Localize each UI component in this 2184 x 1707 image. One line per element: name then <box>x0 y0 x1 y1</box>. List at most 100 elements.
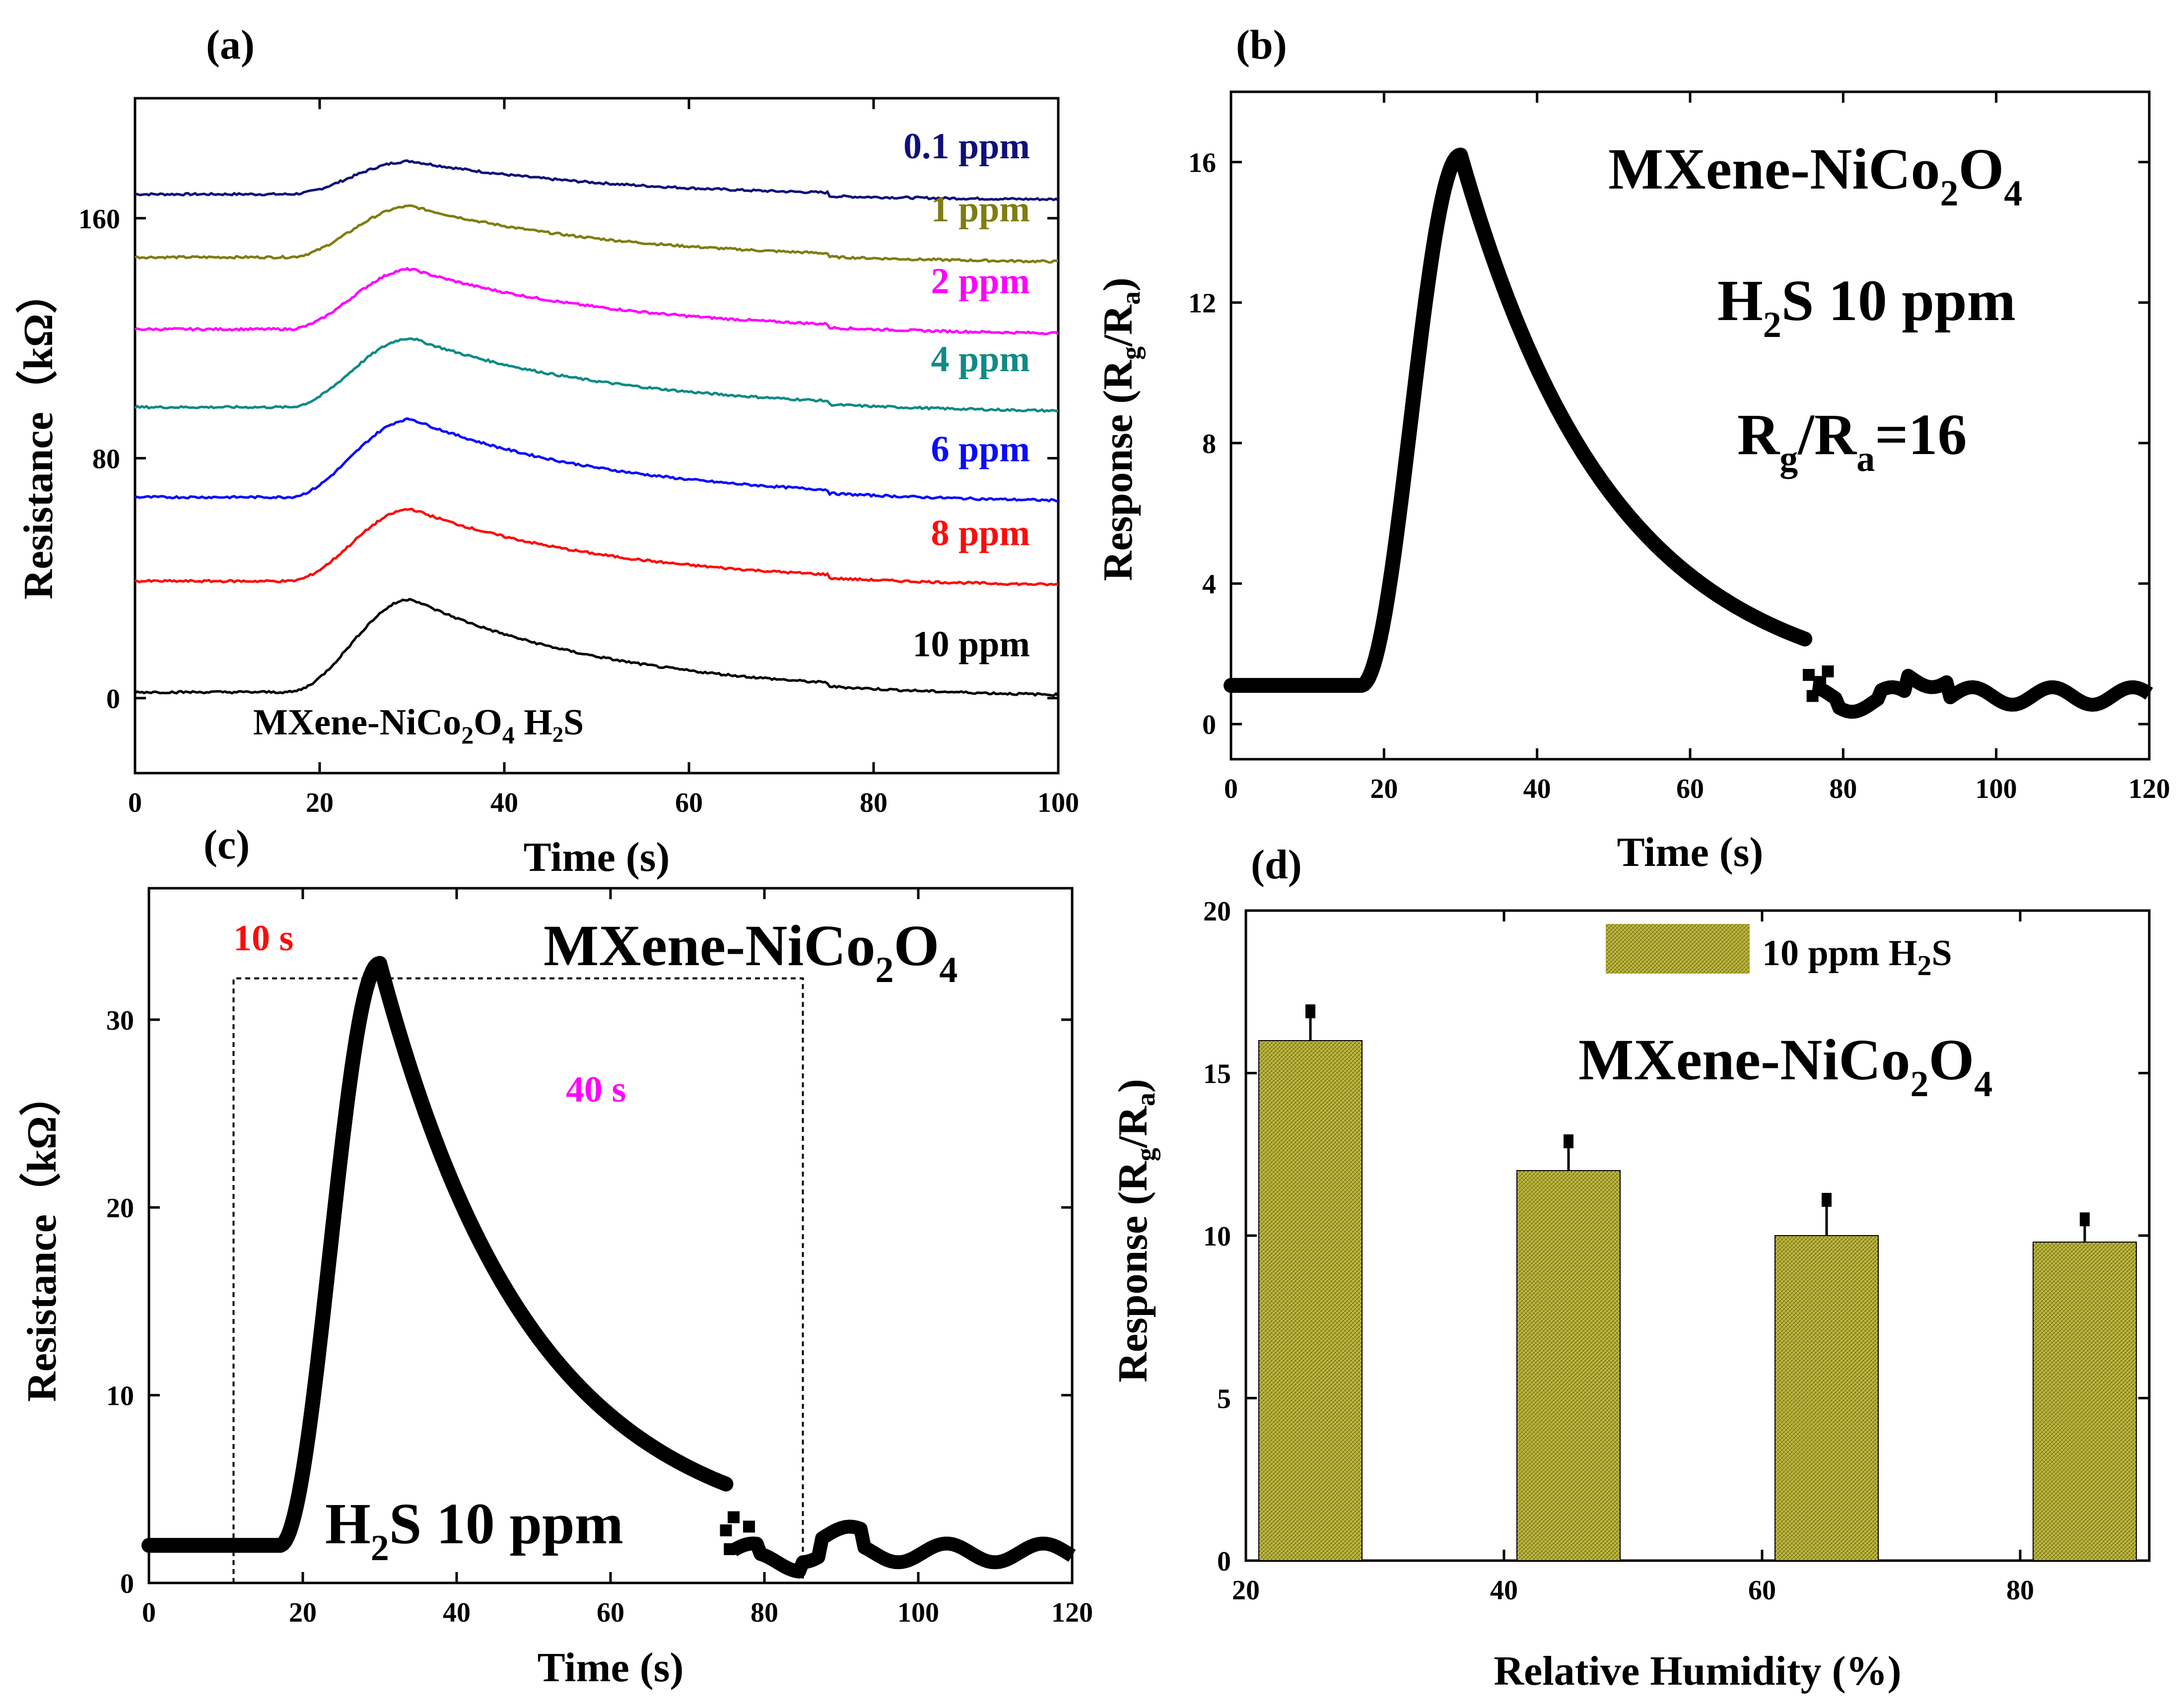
panel-d: (d) 20 40 60 80 0 5 10 15 20 Relative Humidity (… <box>1110 842 2151 1694</box>
panel-b-ylabel: Response (Rg/Ra) <box>1095 277 1146 581</box>
panel-b-ratio: Rg/Ra=16 <box>1737 402 1967 479</box>
panel-b-gas: H2S 10 ppm <box>1717 268 2016 345</box>
panel-b: (b) 0 20 40 60 80 100 120 0 4 8 12 16 Time (s) Resp… <box>1095 22 2170 875</box>
panel-d-label: (d) <box>1251 842 1302 888</box>
series-label-10-ppm: 10 ppm <box>913 624 1030 664</box>
panel-a-ytick-label: 160 <box>78 204 120 235</box>
panel-a-ytick-label: 80 <box>92 444 120 474</box>
panel-b-ticks: 0 20 40 60 80 100 120 0 4 8 12 16 <box>1188 92 2170 804</box>
recovery-time-box <box>380 977 804 1583</box>
panel-b-response-curve <box>1224 147 1813 693</box>
panel-b-ytick-label: 8 <box>1202 429 1216 460</box>
panel-a-xtick-label: 0 <box>128 788 142 818</box>
panel-b-xtick-label: 0 <box>1224 774 1238 804</box>
series-line-8-ppm <box>135 507 1059 587</box>
series-label-1-ppm: 1 ppm <box>931 189 1030 230</box>
panel-c-ytick-label: 10 <box>106 1381 134 1412</box>
panel-b-ytick-label: 0 <box>1202 710 1216 740</box>
series-line-2-ppm <box>135 267 1059 335</box>
panel-c-xtick-label: 0 <box>142 1597 156 1628</box>
panel-a-xtick-label: 20 <box>306 788 334 818</box>
panel-d-ticks: 20 40 60 80 0 5 10 15 20 <box>1203 896 2149 1606</box>
panel-b-xtick-label: 20 <box>1370 774 1398 804</box>
panel-d-ytick-label: 0 <box>1217 1546 1231 1577</box>
panel-d-xtick-label: 60 <box>1748 1575 1776 1606</box>
panel-a-xlabel: Time (s) <box>524 834 670 880</box>
panel-c-response-curve <box>141 956 734 1553</box>
panel-b-recovery-tail <box>1809 668 2153 719</box>
panel-b-xtick-label: 60 <box>1676 774 1704 804</box>
panel-a-label: (a) <box>206 22 255 68</box>
panel-c-xtick-label: 60 <box>597 1597 624 1628</box>
panel-d-xtick-label: 80 <box>2006 1575 2034 1606</box>
panel-a-xtick-label: 40 <box>490 788 518 818</box>
panel-a-ylabel: Resistance（kΩ） <box>15 272 62 599</box>
panel-c-data-point <box>720 1524 732 1537</box>
panel-c-time-boxes <box>232 977 804 1583</box>
error-cap-rh-45 <box>1564 1134 1573 1149</box>
panel-d-ytick-label: 20 <box>1203 896 1231 927</box>
panel-c-gas: H2S 10 ppm <box>325 1491 623 1569</box>
series-line-1-ppm <box>135 204 1059 264</box>
panel-a: (a) 0 20 40 60 80 100 0 80 160 0.1 ppm 1 ppm 2 ppm… <box>15 22 1079 880</box>
panel-c-ylabel: Resistance（kΩ） <box>19 1074 65 1402</box>
panel-c-xtick-label: 100 <box>897 1597 939 1628</box>
error-cap-rh-85 <box>2080 1212 2090 1227</box>
panel-b-data-point <box>1802 669 1815 681</box>
panel-c-xtick-label: 20 <box>289 1597 317 1628</box>
error-cap-rh-65 <box>1822 1192 1832 1207</box>
series-label-0-1-ppm: 0.1 ppm <box>903 126 1030 167</box>
panel-a-xtick-label: 60 <box>675 788 703 818</box>
panel-a-axes <box>134 97 1060 775</box>
panel-b-xlabel: Time (s) <box>1617 829 1764 875</box>
series-label-6-ppm: 6 ppm <box>931 429 1030 469</box>
panel-c-ytick-label: 30 <box>106 1005 134 1036</box>
panel-c-xtick-label: 120 <box>1051 1597 1093 1628</box>
panel-c-response-time: 10 s <box>233 918 293 959</box>
panel-a-ytick-label: 0 <box>106 684 120 715</box>
panel-a-annotation: MXene-NiCo2O4 H₂S <box>253 702 584 749</box>
bar-rh-85 <box>2033 1242 2137 1562</box>
panel-b-xtick-label: 100 <box>1976 774 2017 804</box>
bar-rh-65 <box>1774 1235 1879 1561</box>
panel-a-xtick-label: 80 <box>860 788 887 818</box>
panel-c-xlabel: Time (s) <box>538 1644 684 1691</box>
panel-b-data-point <box>1806 690 1819 702</box>
panel-c-title: MXene-NiCo2O4 <box>544 913 957 990</box>
panel-a-series: 0.1 ppm 1 ppm 2 ppm 4 ppm 6 ppm 8 ppm 10 ppm <box>134 126 1059 697</box>
panel-d-xtick-label: 40 <box>1490 1575 1518 1606</box>
series-line-4-ppm <box>134 337 1059 413</box>
panel-c-ytick-label: 20 <box>106 1193 134 1224</box>
panel-b-label: (b) <box>1236 22 1287 68</box>
panel-d-title: MXene-NiCo2O4 <box>1578 1027 1992 1105</box>
panel-d-xtick-label: 20 <box>1232 1575 1260 1606</box>
panel-d-ytick-label: 5 <box>1217 1384 1231 1415</box>
series-line-10-ppm <box>134 597 1059 697</box>
panel-a-ticks: 0 20 40 60 80 100 0 80 160 <box>78 98 1079 818</box>
series-label-2-ppm: 2 ppm <box>931 261 1030 302</box>
panel-c-label: (c) <box>204 822 250 868</box>
series-label-8-ppm: 8 ppm <box>931 513 1030 554</box>
panel-b-xtick-label: 120 <box>2128 774 2170 804</box>
panel-c-recovery-tail <box>730 1519 1076 1579</box>
legend-swatch <box>1606 924 1750 974</box>
panel-c-series <box>141 956 1076 1579</box>
panel-b-data-point <box>1822 665 1834 678</box>
panel-c-xtick-label: 40 <box>443 1597 471 1628</box>
panel-c-ticks: 0 20 40 60 80 100 120 0 10 20 30 <box>106 888 1093 1628</box>
panel-d-ytick-label: 15 <box>1203 1059 1231 1090</box>
error-cap-rh-25 <box>1305 1004 1315 1019</box>
panel-b-xtick-label: 80 <box>1829 774 1857 804</box>
bar-rh-45 <box>1516 1170 1621 1561</box>
panel-c-axes <box>147 887 1074 1584</box>
panel-b-ytick-label: 12 <box>1188 288 1216 319</box>
panel-d-legend: 10 ppm H2S <box>1606 924 1952 982</box>
panel-d-xlabel: Relative Humidity (%) <box>1494 1648 1901 1694</box>
panel-b-data-point <box>1814 676 1827 688</box>
bar-rh-25 <box>1258 1040 1363 1561</box>
panel-c-ytick-label: 0 <box>120 1569 134 1599</box>
panel-a-xtick-label: 100 <box>1037 788 1079 818</box>
panel-c-recovery-time: 40 s <box>566 1069 626 1110</box>
panel-b-title: MXene-NiCo2O4 <box>1608 136 2022 214</box>
